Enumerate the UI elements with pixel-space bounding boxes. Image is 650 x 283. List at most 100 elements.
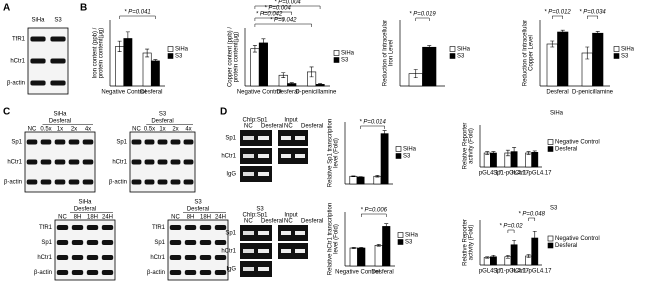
bar	[150, 60, 160, 87]
annotation: * P=0.004	[274, 0, 301, 6]
annotation: * P=0.006	[360, 208, 387, 214]
error-bar	[309, 66, 314, 78]
row-label: hCtr1	[37, 255, 52, 261]
significance-bracket	[254, 17, 284, 21]
row-label: hCtr1	[7, 160, 22, 166]
band	[101, 225, 114, 230]
band	[258, 154, 269, 158]
band	[184, 240, 197, 245]
error-bar	[550, 40, 555, 48]
lane-label: NC	[284, 124, 293, 130]
y-axis-label: Reduction of Intracellular	[523, 20, 529, 86]
band	[56, 270, 69, 275]
x-tick-label: Negative Control	[101, 90, 146, 96]
error-bar	[505, 254, 510, 259]
x-tick-label: Desferal	[546, 90, 568, 96]
treatment-label: Desferal	[49, 119, 71, 125]
error-bar	[252, 45, 257, 53]
annotation: * P=0.014	[359, 120, 386, 126]
band	[183, 139, 194, 145]
band	[86, 270, 99, 275]
error-bar	[491, 151, 496, 155]
band	[258, 136, 269, 140]
significance-bracket	[415, 17, 430, 21]
y-axis-label: protein content(μg)	[99, 28, 105, 78]
row-label: hCtr1	[221, 154, 236, 160]
y-axis-label: Relative Reporter	[463, 219, 469, 266]
band	[258, 172, 269, 176]
band	[214, 225, 227, 230]
lane-label: 1x	[57, 127, 63, 133]
error-bar	[485, 151, 490, 155]
legend-swatch	[613, 53, 620, 59]
legend-swatch	[397, 232, 404, 238]
row-label: IgG	[226, 267, 236, 273]
annotation: * P=0.034	[579, 10, 606, 16]
band	[199, 255, 212, 260]
significance-bracket	[360, 125, 385, 129]
panel-letter: B	[80, 3, 87, 14]
row-label: β-actin	[4, 180, 22, 186]
error-bar	[526, 151, 531, 155]
x-tick-label: D-penicillamine	[295, 90, 337, 96]
band	[101, 255, 114, 260]
bar	[592, 32, 604, 87]
lane-label: NC	[284, 219, 293, 225]
row-label: TfR1	[12, 37, 26, 43]
lane-label: 2x	[71, 127, 77, 133]
y-axis-label: Relative Reporter	[463, 123, 469, 170]
band	[199, 225, 212, 230]
bar	[356, 176, 365, 185]
error-bar	[532, 150, 537, 154]
annotation: * P=0.048	[518, 212, 545, 218]
error-bar	[491, 254, 496, 259]
bar	[142, 52, 152, 87]
x-tick-label: Sp1-pGL4.17	[493, 171, 529, 177]
legend-label: SiHa	[405, 233, 419, 239]
band	[71, 255, 84, 260]
error-bar	[526, 254, 531, 258]
error-bar	[505, 149, 510, 157]
error-bar	[427, 45, 432, 50]
band	[214, 255, 227, 260]
band	[68, 179, 80, 185]
band	[243, 249, 254, 253]
legend-label: SiHa	[403, 147, 417, 153]
band	[144, 159, 155, 165]
bar	[531, 152, 539, 168]
group-label: Input	[284, 118, 298, 124]
y-axis-label: protein content(μg)	[234, 32, 240, 82]
band	[54, 179, 66, 185]
band	[281, 249, 291, 253]
y-axis-label: Copper Level	[529, 35, 535, 71]
band	[169, 270, 182, 275]
bar	[357, 247, 366, 267]
legend-swatch	[333, 50, 340, 56]
y-axis-label: Copper content (ppb) /	[228, 27, 234, 87]
legend-swatch	[333, 57, 340, 63]
annotation: * P=0.012	[544, 10, 571, 16]
band	[295, 249, 305, 253]
band	[50, 36, 66, 42]
lane-label: SiHa	[31, 18, 45, 24]
bar	[380, 133, 389, 185]
error-bar	[376, 244, 381, 247]
row-label: hCtr1	[150, 255, 165, 261]
band	[54, 139, 66, 145]
y-axis-label: Iron Level	[389, 40, 395, 66]
band	[199, 270, 212, 275]
error-bar	[413, 69, 418, 79]
bar	[546, 43, 558, 87]
lane-label: 0.5x	[144, 127, 155, 133]
error-bar	[382, 130, 387, 138]
row-label: β-actin	[109, 180, 127, 186]
legend-label: S3	[621, 54, 629, 60]
error-bar	[358, 176, 363, 178]
band	[131, 159, 142, 165]
legend-swatch	[449, 46, 456, 52]
legend-label: S3	[175, 54, 183, 60]
gel	[240, 130, 272, 146]
band	[243, 267, 254, 271]
band	[281, 231, 291, 235]
band	[243, 231, 254, 235]
